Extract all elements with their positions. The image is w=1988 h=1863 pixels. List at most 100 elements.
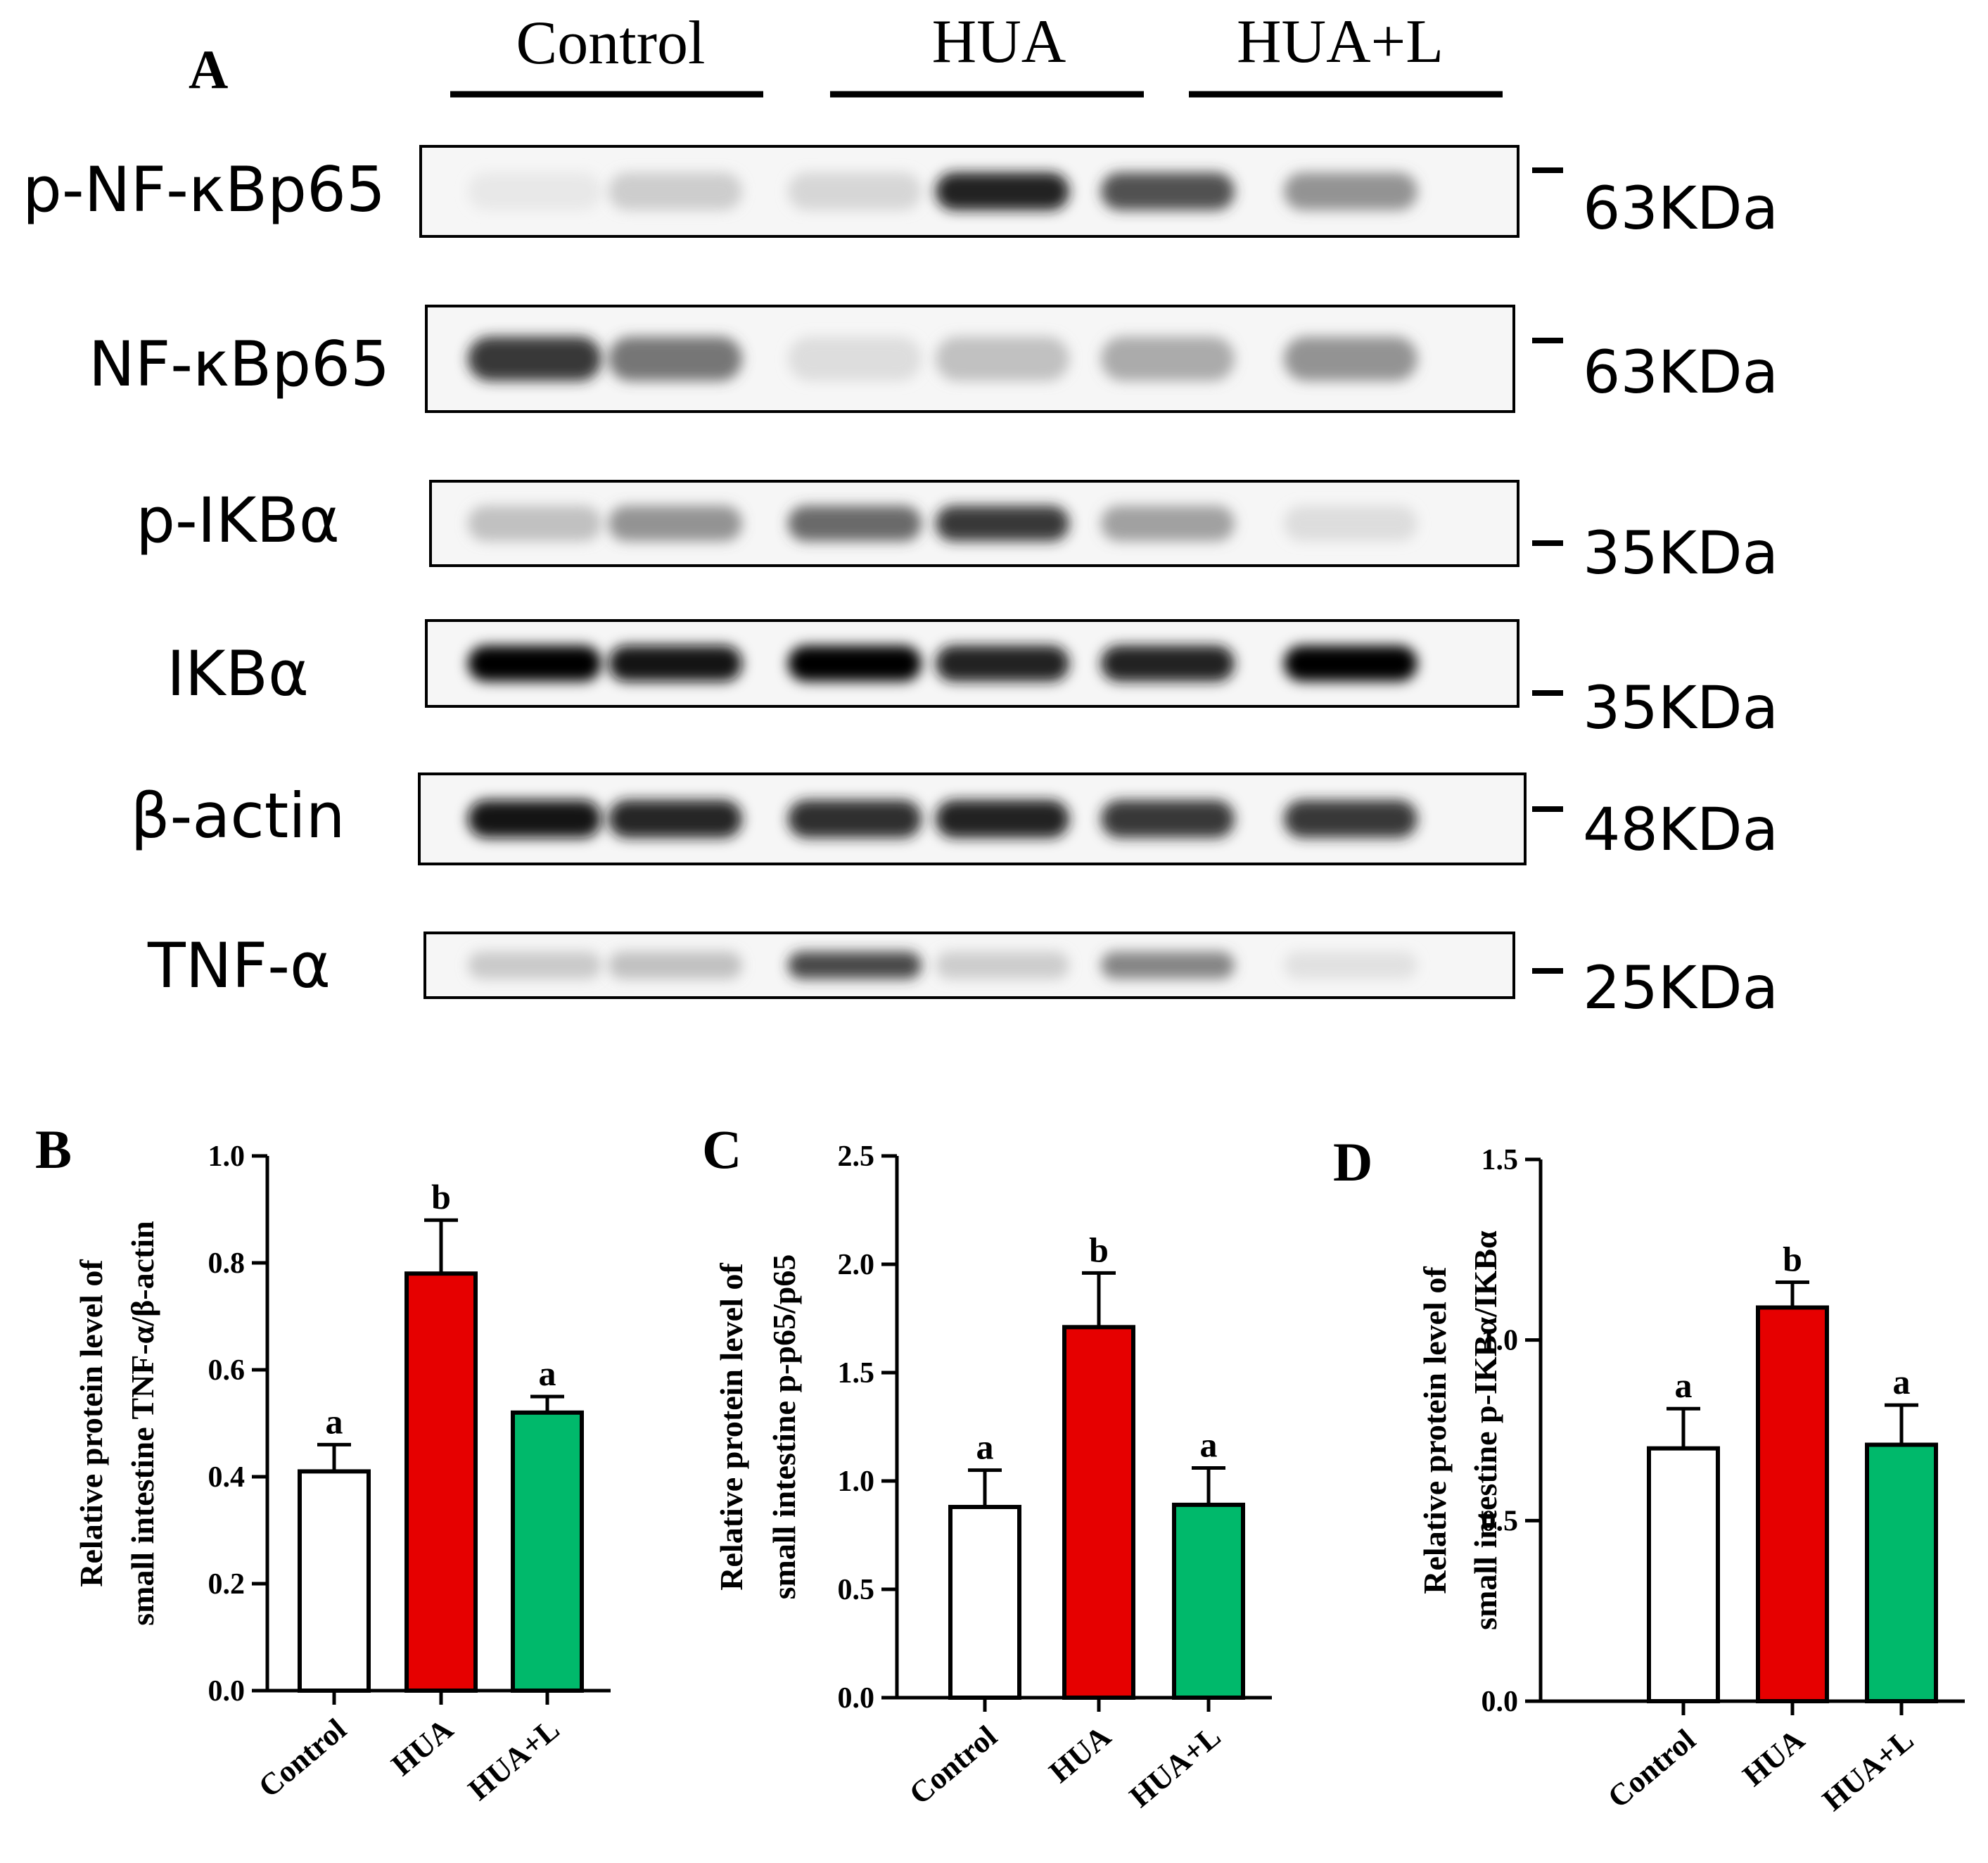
blot-band <box>936 800 1069 838</box>
blot-band <box>936 172 1069 210</box>
y-tick-label: 0.4 <box>208 1461 246 1494</box>
blot-band <box>468 800 601 838</box>
y-tick-label: 0.8 <box>208 1247 246 1280</box>
group-label-hua-l: HUA+L <box>1237 8 1444 76</box>
marker-label: 35KDa <box>1583 673 1778 742</box>
y-axis-title-line2: small intestine TNF-α/β-actin <box>125 1221 160 1625</box>
blot-rows: p-NF-κBp65 63KDa NF-κBp65 63KDa p-IKBα 35KDa I… <box>23 145 1778 1022</box>
bar-chart: D Relative protein level of small intestin… <box>1333 1131 1965 1817</box>
y-tick-label: 1.0 <box>1482 1325 1519 1357</box>
y-tick-label: 0.5 <box>838 1574 875 1606</box>
protein-label: p-NF-κBp65 <box>23 153 386 226</box>
panel-letter-a: A <box>189 39 228 100</box>
significance-label: b <box>1089 1230 1109 1269</box>
blot-row: TNF-α 25KDa <box>147 929 1778 1022</box>
group-label-control: Control <box>516 9 706 77</box>
protein-label: β-actin <box>131 780 345 852</box>
y-tick-label: 0.2 <box>208 1568 246 1601</box>
bar <box>1172 1502 1245 1700</box>
marker-label: 63KDa <box>1583 338 1778 407</box>
blot-band <box>1101 645 1235 682</box>
panel-letter: C <box>702 1119 741 1180</box>
x-tick-label: Control <box>1601 1722 1702 1814</box>
blot-band <box>468 645 601 682</box>
group-headers: Control HUA HUA+L <box>450 8 1503 98</box>
blot-band <box>608 505 742 542</box>
blot-band <box>608 800 742 838</box>
blot-band <box>936 336 1069 381</box>
bar <box>404 1271 478 1693</box>
blot-band <box>1101 505 1235 542</box>
y-tick-label: 2.5 <box>838 1140 875 1173</box>
blot-band <box>1284 505 1417 542</box>
blot-band <box>936 645 1069 682</box>
significance-label: a <box>976 1428 994 1467</box>
panel-letter: D <box>1333 1131 1372 1193</box>
y-axis-title-line2: small intestine p-IKBα/IKBα <box>1467 1231 1503 1630</box>
blot-band <box>468 505 601 542</box>
blot-band <box>1284 951 1417 979</box>
panel-letter: B <box>35 1119 72 1180</box>
marker-label: 35KDa <box>1583 519 1778 587</box>
y-axis-title-line1: Relative protein level of <box>1417 1266 1453 1594</box>
bar <box>1062 1325 1135 1700</box>
bar <box>1756 1305 1829 1703</box>
blot-row: β-actin 48KDa <box>131 772 1778 865</box>
blot-band <box>468 336 601 381</box>
blot-band <box>1284 336 1417 381</box>
blot-band <box>1101 172 1235 210</box>
protein-label: NF-κBp65 <box>89 328 390 400</box>
y-axis-title-line2: small intestine p-p65/p65 <box>766 1254 802 1600</box>
blot-band <box>1284 172 1417 210</box>
blot-band <box>468 172 601 210</box>
y-tick-label: 2.0 <box>838 1249 875 1281</box>
blot-band <box>788 951 922 979</box>
blot-band <box>608 172 742 210</box>
blot-band <box>936 505 1069 542</box>
x-tick-label: HUA+L <box>461 1712 566 1807</box>
blot-band <box>788 800 922 838</box>
y-tick-label: 1.0 <box>838 1465 875 1498</box>
x-tick-label: HUA <box>1736 1722 1811 1793</box>
significance-label: a <box>1675 1366 1693 1405</box>
bar-chart: C Relative protein level of small intestin… <box>702 1119 1272 1814</box>
x-tick-label: HUA+L <box>1816 1722 1920 1817</box>
blot-row: p-NF-κBp65 63KDa <box>23 145 1778 243</box>
bar <box>948 1504 1021 1700</box>
blot-band <box>788 505 922 542</box>
blot-row: IKBα 35KDa <box>167 619 1778 742</box>
x-tick-label: Control <box>252 1712 352 1804</box>
blot-band <box>1101 800 1235 838</box>
bar <box>298 1469 371 1693</box>
blot-band <box>608 336 742 381</box>
y-tick-label: 0.5 <box>1482 1505 1519 1537</box>
blot-band <box>1284 645 1417 682</box>
blot-row: NF-κBp65 63KDa <box>89 305 1778 413</box>
y-tick-label: 1.0 <box>208 1140 246 1173</box>
blot-panel: A Control HUA HUA+L p-NF-κBp65 63KDaNF-κB… <box>23 8 1778 1022</box>
bar <box>1865 1442 1938 1704</box>
blot-band <box>608 645 742 682</box>
blot-row: p-IKBα 35KDa <box>136 480 1778 587</box>
x-tick-label: Control <box>903 1719 1003 1811</box>
y-tick-label: 0.0 <box>208 1675 246 1708</box>
bar-chart: B Relative protein level of small intestin… <box>35 1119 611 1807</box>
marker-label: 48KDa <box>1583 795 1778 864</box>
significance-label: a <box>1200 1425 1218 1465</box>
blot-band <box>1101 951 1235 979</box>
protein-label: TNF-α <box>147 929 331 1002</box>
x-tick-label: HUA <box>1043 1719 1118 1790</box>
x-tick-label: HUA+L <box>1123 1719 1227 1814</box>
group-label-hua: HUA <box>932 8 1066 76</box>
marker-label: 25KDa <box>1583 953 1778 1022</box>
blot-band <box>788 336 922 381</box>
bar <box>1647 1446 1720 1704</box>
significance-label: a <box>539 1354 556 1393</box>
x-tick-label: HUA <box>385 1712 460 1783</box>
y-tick-label: 0.0 <box>1482 1686 1519 1718</box>
blot-band <box>1101 336 1235 381</box>
y-axis-title-line1: Relative protein level of <box>713 1263 749 1591</box>
y-tick-label: 1.5 <box>1482 1144 1519 1176</box>
blot-band <box>1284 800 1417 838</box>
